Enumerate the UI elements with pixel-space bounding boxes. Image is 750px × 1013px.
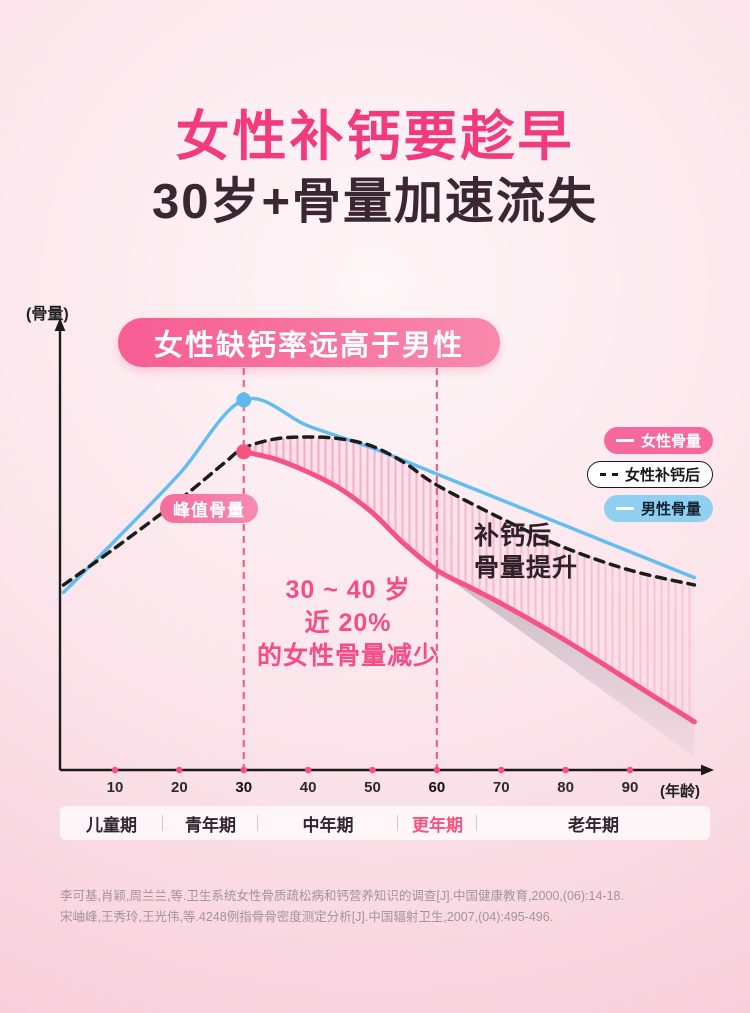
line-sample-icon <box>615 507 634 510</box>
period-menopause: 更年期 <box>398 806 477 840</box>
tick-dot <box>433 766 441 774</box>
annotation-line: 补钙后 <box>474 522 553 550</box>
legend-item-female-bone: 女性骨量 <box>603 427 713 454</box>
annotation-line: 近 20% <box>304 609 392 637</box>
x-tick-label: 60 <box>428 779 446 796</box>
subtitle: 30岁+骨量加速流失 <box>151 175 599 229</box>
decline-shadow-area <box>436 570 695 757</box>
peak-marker <box>236 392 252 408</box>
legend-label: 男性骨量 <box>640 501 701 518</box>
tick-dot <box>304 766 312 774</box>
x-tick-label: 90 <box>621 779 639 796</box>
x-tick-label: 80 <box>557 779 574 796</box>
reference-line: 李可基,肖颖,周兰兰,等.卫生系统女性骨质疏松病和钙营养知识的调查[J].中国健… <box>60 889 624 903</box>
chart-banner: 女性缺钙率远高于男性 <box>118 318 500 367</box>
line-sample-icon <box>615 439 634 442</box>
tick-dot <box>497 766 505 774</box>
legend-item-male-bone: 男性骨量 <box>603 495 713 522</box>
x-tick-label: 10 <box>106 779 124 796</box>
chart-legend: 女性骨量 女性补钙后 男性骨量 <box>586 427 713 522</box>
y-axis-label: (骨量) <box>26 306 69 323</box>
peak-bone-mass-badge: 峰值骨量 <box>160 494 258 523</box>
x-tick-label: 20 <box>171 779 188 796</box>
period-youth: 青年期 <box>163 806 258 840</box>
tick-dot <box>176 766 183 774</box>
tick-dot <box>111 766 119 774</box>
tick-dot <box>369 766 376 774</box>
annotation-line: 30 ~ 40 岁 <box>285 576 411 604</box>
life-period-band: 儿童期 青年期 中年期 更年期 老年期 <box>60 806 710 840</box>
x-tick-label: 40 <box>299 779 317 796</box>
period-childhood: 儿童期 <box>60 806 163 840</box>
reference-line: 宋岫峰,王秀玲,王光伟,等.4248例指骨骨密度测定分析[J].中国辐射卫生,2… <box>60 910 554 924</box>
tick-dot <box>240 766 248 774</box>
main-title: 女性补钙要趁早 <box>175 107 575 167</box>
annotation-line: 的女性骨量减少 <box>256 642 439 670</box>
x-tick-label: 70 <box>492 779 510 796</box>
x-axis-arrow-icon <box>701 764 714 776</box>
annotation-line: 骨量提升 <box>474 554 579 582</box>
x-tick-label: 50 <box>364 779 381 796</box>
tick-dot <box>626 766 634 774</box>
annotation-bone-loss: 30 ~ 40 岁 近 20% 的女性骨量减少 <box>238 574 458 673</box>
legend-item-female-supplemented: 女性补钙后 <box>586 461 713 488</box>
annotation-supplement-gain: 补钙后 骨量提升 <box>474 520 578 584</box>
legend-label: 女性骨量 <box>640 433 701 450</box>
x-tick-label: 30 <box>235 779 253 796</box>
legend-label: 女性补钙后 <box>624 467 700 484</box>
x-axis-label: (年龄) <box>660 783 700 800</box>
references: 李可基,肖颖,周兰兰,等.卫生系统女性骨质疏松病和钙营养知识的调查[J].中国健… <box>60 886 624 928</box>
tick-dot <box>562 766 569 774</box>
period-middle-age: 中年期 <box>258 806 398 840</box>
peak-marker <box>236 444 252 460</box>
period-old-age: 老年期 <box>568 815 619 835</box>
dashed-line-sample-icon <box>599 473 618 476</box>
